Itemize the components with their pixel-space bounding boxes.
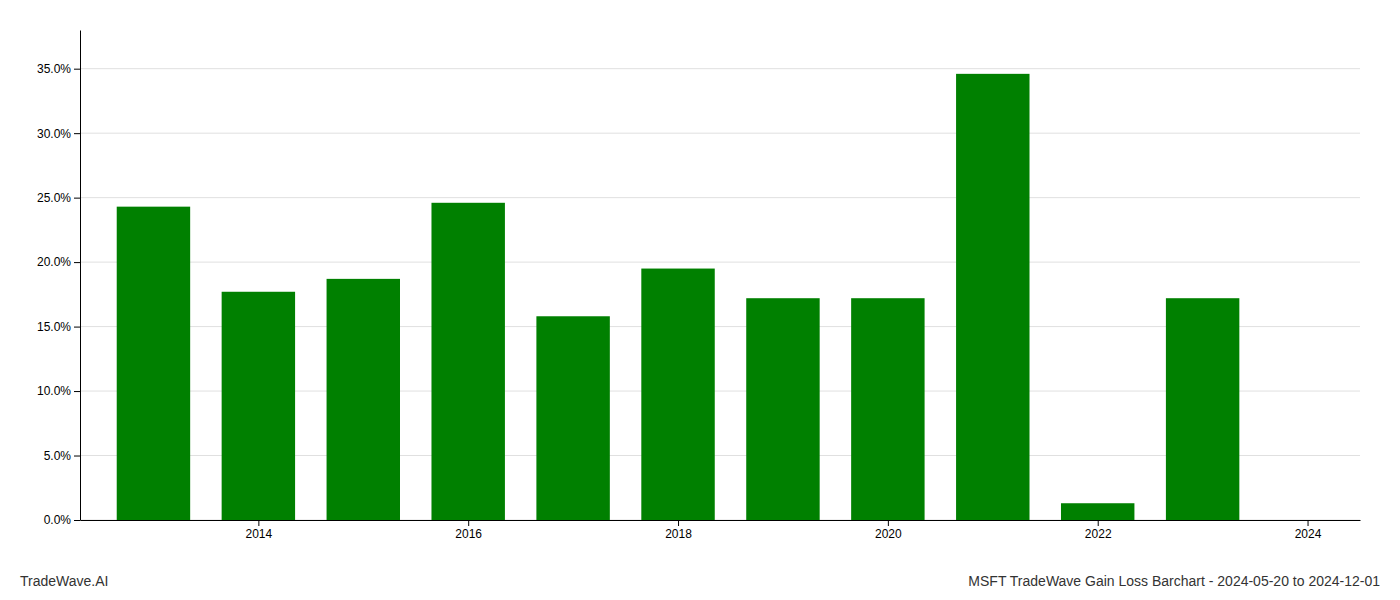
bar [117,207,190,520]
tick-mark [74,69,80,70]
tick-label: 0.0% [44,513,72,527]
tick: 25.0% [37,191,80,205]
tick-label: 25.0% [37,191,71,205]
axis-line [81,520,1361,521]
bar [641,269,714,520]
bar [1166,298,1239,520]
title: MSFT TradeWave Gain Loss Barchart - 2024… [968,573,1380,589]
tick: 2016 [455,520,482,541]
tick-mark [888,520,889,526]
tick-label: 10.0% [37,384,71,398]
tick-mark [258,520,259,526]
tick-mark [468,520,469,526]
tick: 2018 [665,520,692,541]
tick: 30.0% [37,126,80,140]
tick-mark [74,520,80,521]
tick-label: 2022 [1085,527,1112,541]
tick: 2020 [875,520,902,541]
bars [117,74,1240,520]
bar [222,292,295,520]
x-axis: 2014 2016 2018 2020 2022 2024 [81,520,1361,541]
tick-mark [74,456,80,457]
tick-label: 2018 [665,527,692,541]
tick: 2014 [246,520,273,541]
grid-line [80,197,1360,198]
grid-line [80,133,1360,134]
tick-label: 2014 [246,527,273,541]
tick: 2022 [1085,520,1112,541]
tick-label: 5.0% [44,449,72,463]
tick-mark [1098,520,1099,526]
grid [80,69,1360,520]
tick: 15.0% [37,320,80,334]
tick-mark [74,133,80,134]
tick-label: 2024 [1295,527,1322,541]
bar [1061,503,1134,520]
plot-area: 2014 2016 2018 2020 2022 2024 0.0% 5.0% 10.0% 15.… [37,31,1361,541]
tick: 10.0% [37,384,80,398]
tick-label: 2016 [455,527,482,541]
bar [431,203,504,520]
grid-line [80,68,1360,69]
tick-mark [74,327,80,328]
bar [327,279,400,520]
tick-mark [74,262,80,263]
tick-label: 35.0% [37,62,71,76]
annotation: TradeWave.AI [20,573,108,589]
tick: 35.0% [37,62,80,76]
tick-label: 2020 [875,527,902,541]
grid-line [80,262,1360,263]
y-axis: 0.0% 5.0% 10.0% 15.0% 20.0% 25.0% 30.0% 35.0% [37,31,81,528]
bar [746,298,819,520]
tick: 2024 [1295,520,1322,541]
tick-mark [74,391,80,392]
bar [851,298,924,520]
tick-label: 30.0% [37,126,71,140]
tick-mark [678,520,679,526]
tick: 0.0% [44,513,80,527]
tick-label: 20.0% [37,255,71,269]
chart: 2014 2016 2018 2020 2022 2024 0.0% 5.0% 10.0% 15.… [0,0,1400,600]
tick-mark [74,198,80,199]
axis-line [80,31,81,521]
tick: 20.0% [37,255,80,269]
tick: 5.0% [44,449,80,463]
bar [536,316,609,520]
tick-label: 15.0% [37,320,71,334]
tick-mark [1308,520,1309,526]
bar [956,74,1029,520]
